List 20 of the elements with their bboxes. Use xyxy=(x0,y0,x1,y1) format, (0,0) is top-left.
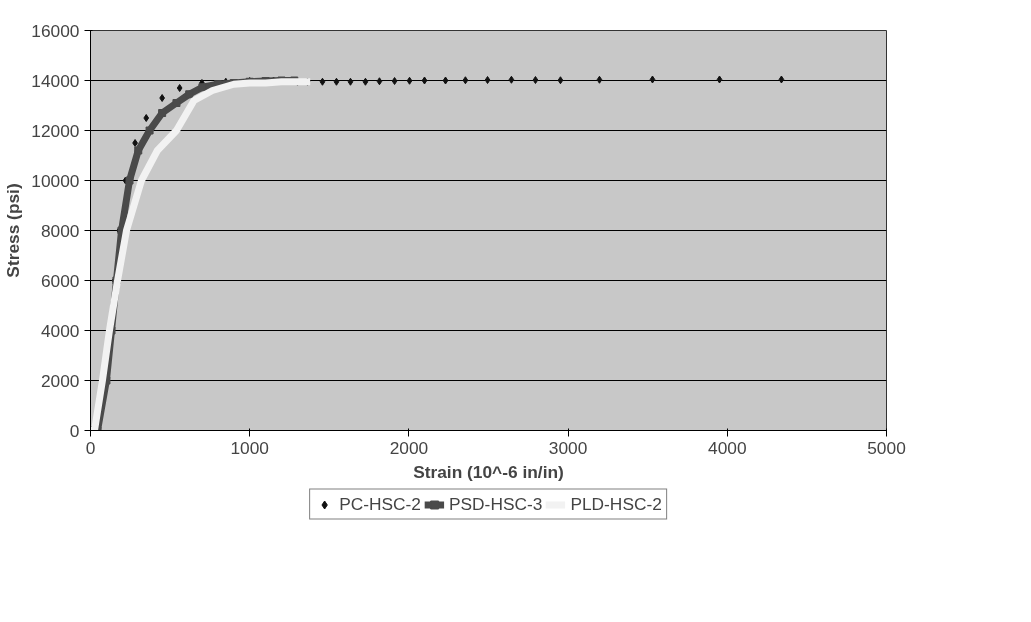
x-tick-label: 5000 xyxy=(867,437,906,458)
y-tick-label: 12000 xyxy=(31,120,80,141)
y-tick-label: 8000 xyxy=(40,220,80,241)
x-axis-title: Strain (10^-6 in/in) xyxy=(413,461,564,482)
x-tick-label: 4000 xyxy=(708,437,747,458)
y-tick-label: 14000 xyxy=(31,70,80,91)
legend-label: PLD-HSC-2 xyxy=(570,493,662,515)
y-tick-label: 6000 xyxy=(40,270,80,291)
x-tick-label: 1000 xyxy=(230,437,269,458)
y-axis-title: Stress (psi) xyxy=(3,183,24,278)
y-tick-label: 4000 xyxy=(40,320,80,341)
x-tick-label: 2000 xyxy=(389,437,429,458)
x-tick-label: 0 xyxy=(85,437,96,458)
legend-label: PC-HSC-2 xyxy=(339,493,421,515)
y-tick-label: 16000 xyxy=(31,20,80,41)
y-tick-label: 0 xyxy=(69,420,80,441)
y-tick-label: 10000 xyxy=(31,170,80,191)
legend-label: PSD-HSC-3 xyxy=(448,493,543,515)
y-tick-label: 2000 xyxy=(40,370,80,391)
x-tick-label: 3000 xyxy=(548,437,588,458)
